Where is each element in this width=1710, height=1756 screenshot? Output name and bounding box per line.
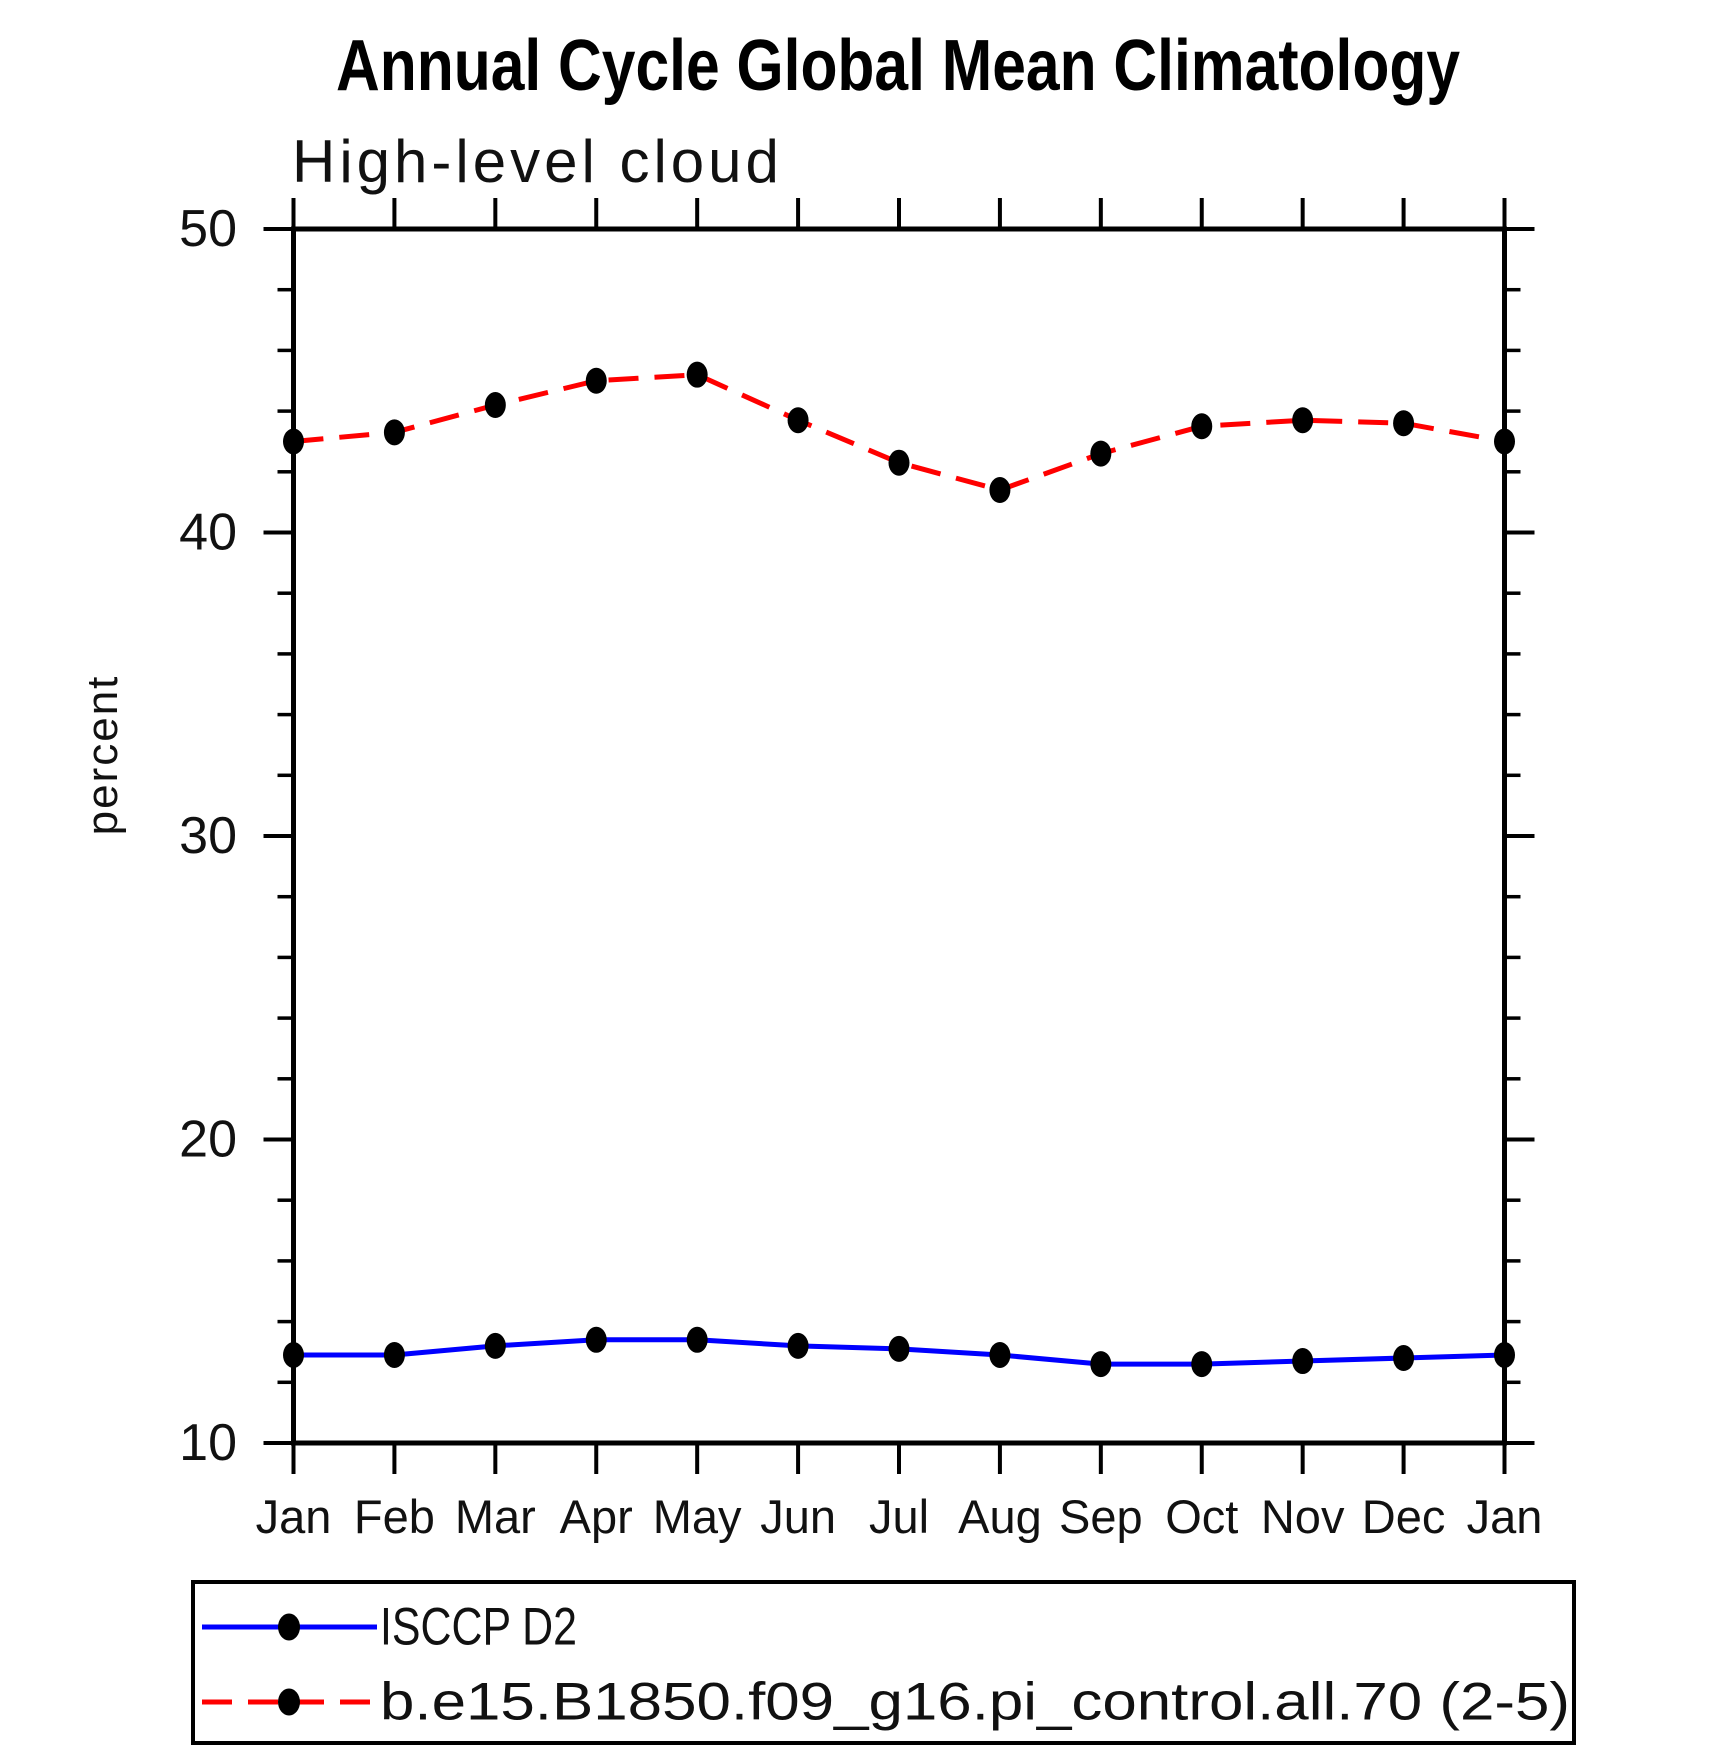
data-point [383, 419, 405, 446]
x-tick-label: Jan [1467, 1490, 1543, 1543]
y-tick-label: 30 [179, 807, 237, 865]
data-point [1191, 413, 1213, 440]
legend-item-model: b.e15.B1850.f09_g16.pi_control.all.70 (2… [202, 1673, 1570, 1732]
legend-marker-dot [278, 1613, 300, 1641]
data-point [686, 361, 708, 388]
data-point [1393, 1345, 1415, 1372]
chart-subtitle: High-level cloud [292, 128, 783, 195]
legend-item-isccp: ISCCP D2 [202, 1598, 577, 1657]
data-point [1292, 407, 1314, 434]
plot-series [283, 361, 1515, 1378]
x-tick-label: Aug [958, 1490, 1042, 1543]
y-tick-label: 10 [179, 1414, 237, 1472]
data-point [484, 1332, 506, 1359]
legend-border [191, 1580, 1576, 1745]
data-point [1292, 1348, 1314, 1375]
axes: 10 20 30 40 50 Jan Feb Mar Apr May Jun Jul Aug Sep Oct… [179, 198, 1542, 1543]
data-point [484, 392, 506, 419]
y-axis-label: percent [78, 675, 127, 836]
data-point [1090, 440, 1112, 467]
chart-title: Annual Cycle Global Mean Climatology [336, 26, 1460, 106]
x-tick-label: Apr [560, 1490, 633, 1543]
data-point [989, 477, 1011, 504]
y-tick-label: 20 [179, 1111, 237, 1169]
data-point [787, 1332, 809, 1359]
data-point [585, 1326, 607, 1353]
data-point [989, 1341, 1011, 1368]
x-tick-label: Oct [1165, 1490, 1238, 1543]
x-tick-label: Feb [354, 1490, 435, 1543]
x-tick-label: Nov [1261, 1490, 1345, 1543]
data-point [383, 1341, 405, 1368]
data-point [585, 367, 607, 394]
y-tick-label: 50 [179, 200, 237, 258]
x-tick-label: May [653, 1490, 742, 1543]
legend-label-model: b.e15.B1850.f09_g16.pi_control.all.70 (2… [380, 1673, 1570, 1732]
x-tick-label: Dec [1362, 1490, 1446, 1543]
x-tick-label: Sep [1059, 1490, 1143, 1543]
data-point [1191, 1351, 1213, 1378]
x-tick-label: Jun [760, 1490, 836, 1543]
x-tick-label: Jul [869, 1490, 929, 1543]
data-point [787, 407, 809, 434]
data-point [888, 1335, 910, 1362]
data-point [686, 1326, 708, 1353]
data-point [1090, 1351, 1112, 1378]
data-point [888, 449, 910, 476]
data-point [1393, 410, 1415, 437]
legend-marker-dot [278, 1688, 300, 1716]
plot-frame [291, 226, 1507, 1446]
legend-label-isccp: ISCCP D2 [380, 1598, 577, 1657]
legend-box: ISCCP D2 b.e15.B1850.f09_g16.pi_control.… [191, 1580, 1576, 1745]
y-tick-label: 40 [179, 504, 237, 562]
x-tick-label: Jan [256, 1490, 332, 1543]
x-tick-label: Mar [455, 1490, 536, 1543]
